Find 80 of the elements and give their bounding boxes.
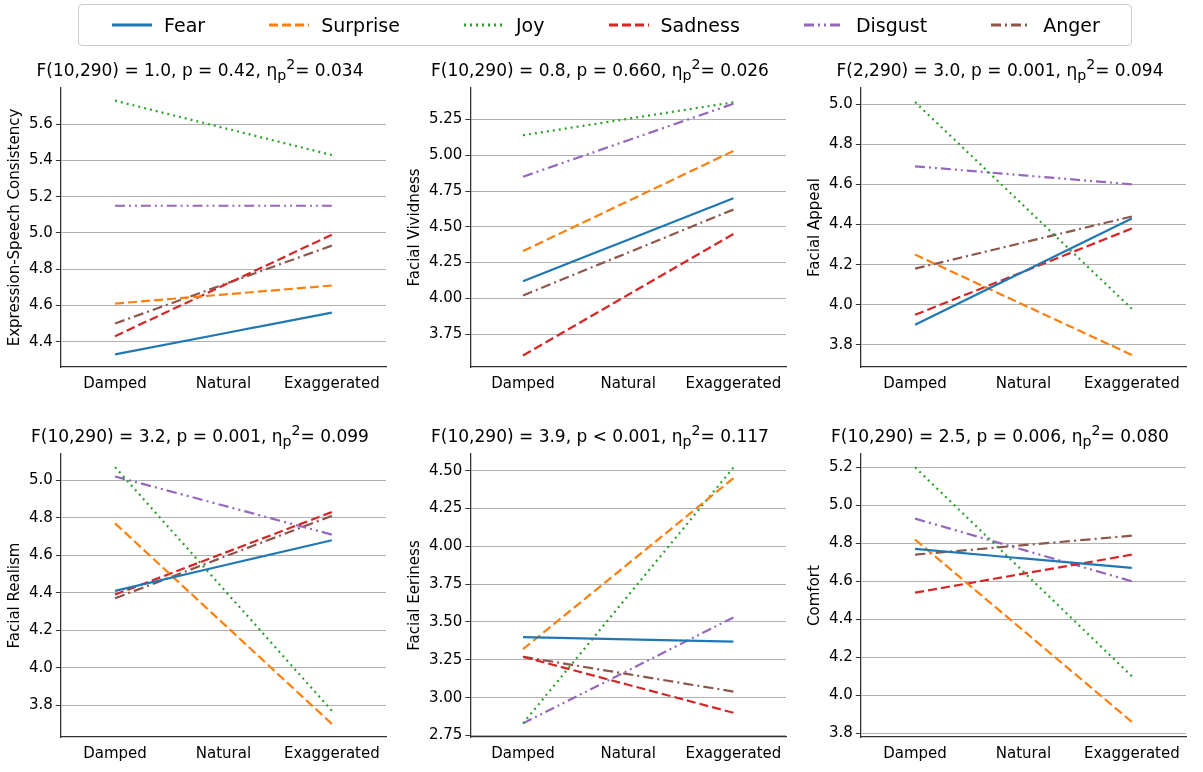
y-tick-label: 4.8 (29, 507, 53, 526)
legend-label: Anger (1043, 14, 1100, 36)
y-tick-label: 4.50 (428, 460, 463, 479)
x-tick-label: Exaggerated (1083, 373, 1180, 392)
chart-title: F(10,290) = 0.8, p = 0.660, η$_{p}$$^{2}$= 0.026 (430, 55, 770, 84)
y-tick-label: 4.4 (29, 331, 53, 350)
chart-title: F(10,290) = 2.5, p = 0.006, η$_{p}$$^{2}$= 0.080 (830, 421, 1170, 450)
x-tick-label: Damped (491, 373, 555, 392)
y-axis-title: Expression-Speech Consistency (4, 108, 23, 347)
y-tick-label: 4.6 (829, 174, 853, 193)
y-tick-label: 3.00 (428, 687, 463, 706)
y-tick-label: 4.4 (829, 609, 853, 628)
x-tick-label: Natural (995, 743, 1052, 762)
x-tick-label: Natural (995, 373, 1052, 392)
y-tick-label: 4.25 (428, 252, 463, 271)
x-tick-label: Damped (491, 743, 555, 762)
y-tick-label: 4.6 (829, 571, 853, 590)
y-axis-title: Facial Appeal (804, 178, 823, 277)
y-axis-title: Facial Realism (4, 542, 23, 649)
legend-label: Fear (164, 14, 206, 36)
y-tick-label: 5.00 (428, 145, 463, 164)
y-axis-title: Comfort (804, 565, 823, 626)
y-tick-label: 3.25 (428, 649, 463, 668)
y-tick-label: 5.2 (29, 186, 53, 205)
y-tick-label: 4.0 (829, 685, 853, 704)
y-tick-label: 3.75 (428, 323, 463, 342)
y-tick-label: 4.2 (29, 620, 53, 639)
x-tick-label: Damped (883, 743, 947, 762)
x-tick-label: Exaggerated (685, 373, 782, 392)
y-tick-label: 3.8 (29, 695, 53, 714)
y-tick-label: 2.75 (428, 725, 463, 744)
y-tick-label: 4.8 (829, 533, 853, 552)
y-tick-label: 4.2 (829, 254, 853, 273)
y-tick-label: 4.4 (829, 214, 853, 233)
y-tick-label: 5.0 (829, 495, 853, 514)
y-tick-label: 4.6 (29, 545, 53, 564)
y-tick-label: 4.0 (829, 294, 853, 313)
legend-label: Sadness (660, 14, 740, 36)
y-tick-label: 5.4 (29, 150, 53, 169)
x-tick-label: Natural (195, 373, 252, 392)
x-tick-label: Damped (83, 373, 147, 392)
y-tick-label: 4.6 (29, 295, 53, 314)
legend-label: Joy (515, 14, 545, 36)
x-tick-label: Natural (195, 743, 252, 762)
y-tick-label: 4.8 (29, 259, 53, 278)
x-tick-label: Exaggerated (283, 373, 380, 392)
x-tick-label: Exaggerated (685, 743, 782, 762)
legend-label: Disgust (855, 14, 928, 36)
chart-title: F(10,290) = 3.2, p = 0.001, η$_{p}$$^{2}$= 0.099 (30, 421, 370, 450)
y-tick-label: 3.8 (829, 334, 853, 353)
y-tick-label: 4.2 (829, 647, 853, 666)
y-tick-label: 3.75 (428, 574, 463, 593)
x-tick-label: Damped (83, 743, 147, 762)
y-tick-label: 4.50 (428, 216, 463, 235)
x-tick-label: Exaggerated (283, 743, 380, 762)
chart-title: F(10,290) = 3.9, p < 0.001, η$_{p}$$^{2}$= 0.117 (430, 421, 770, 450)
y-tick-label: 4.00 (428, 536, 463, 555)
y-tick-label: 5.0 (29, 222, 53, 241)
y-tick-label: 3.50 (428, 611, 463, 630)
y-tick-label: 4.00 (428, 288, 463, 307)
y-tick-label: 4.0 (29, 657, 53, 676)
y-tick-label: 4.75 (428, 180, 463, 199)
y-tick-label: 3.8 (829, 723, 853, 742)
y-tick-label: 5.2 (829, 457, 853, 476)
chart-title: F(2,290) = 3.0, p = 0.001, η$_{p}$$^{2}$= 0.094 (835, 55, 1165, 84)
y-tick-label: 5.25 (428, 109, 463, 128)
y-tick-label: 5.0 (829, 93, 853, 112)
legend-label: Surprise (321, 14, 400, 36)
y-tick-label: 5.6 (29, 114, 53, 133)
y-tick-label: 4.25 (428, 498, 463, 517)
y-tick-label: 4.4 (29, 582, 53, 601)
y-tick-label: 4.8 (829, 134, 853, 153)
y-axis-title: Facial Eeriness (404, 540, 423, 651)
x-tick-label: Exaggerated (1083, 743, 1180, 762)
x-tick-label: Damped (883, 373, 947, 392)
chart-title: F(10,290) = 1.0, p = 0.42, η$_{p}$$^{2}$= 0.034 (35, 55, 365, 84)
x-tick-label: Natural (600, 743, 656, 762)
y-tick-label: 5.0 (29, 470, 53, 489)
x-tick-label: Natural (600, 373, 656, 392)
y-axis-title: Facial Vividness (404, 168, 423, 287)
